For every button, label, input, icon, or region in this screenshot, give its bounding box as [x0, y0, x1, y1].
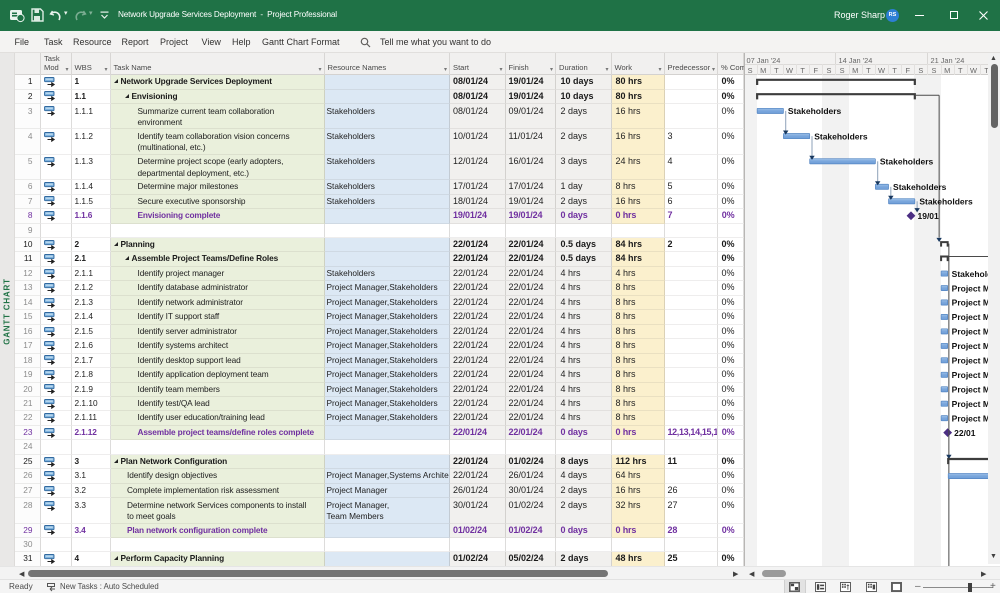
svg-text:Stakeholders: Stakeholders: [919, 196, 973, 206]
svg-text:Project Manager,Stakeholders: Project Manager,Stakeholders: [951, 399, 988, 409]
svg-text:Stakeholders: Stakeholders: [951, 269, 988, 279]
svg-text:22/01: 22/01: [954, 428, 976, 438]
svg-text:Project Manager,Stakeholders: Project Manager,Stakeholders: [951, 384, 988, 394]
svg-text:Stakeholders: Stakeholders: [814, 131, 868, 141]
svg-text:19/01: 19/01: [917, 211, 939, 221]
svg-text:Project Manager,Stakeholders: Project Manager,Stakeholders: [951, 341, 988, 351]
svg-text:Project Manager,Stakeholders: Project Manager,Stakeholders: [951, 283, 988, 293]
svg-text:Project Manager,Stakeholders: Project Manager,Stakeholders: [951, 413, 988, 423]
svg-text:Project Manager,Stakeholders: Project Manager,Stakeholders: [951, 370, 988, 380]
svg-text:Stakeholders: Stakeholders: [879, 157, 933, 167]
svg-text:Project Manager,Stakeholders: Project Manager,Stakeholders: [951, 298, 988, 308]
svg-text:Stakeholders: Stakeholders: [893, 182, 947, 192]
svg-text:Project Manager,Stakeholders: Project Manager,Stakeholders: [951, 356, 988, 366]
svg-text:Stakeholders: Stakeholders: [787, 106, 841, 116]
svg-text:Project Manager,Stakeholders: Project Manager,Stakeholders: [951, 327, 988, 337]
svg-text:Project Manager,Stakeholders: Project Manager,Stakeholders: [951, 312, 988, 322]
